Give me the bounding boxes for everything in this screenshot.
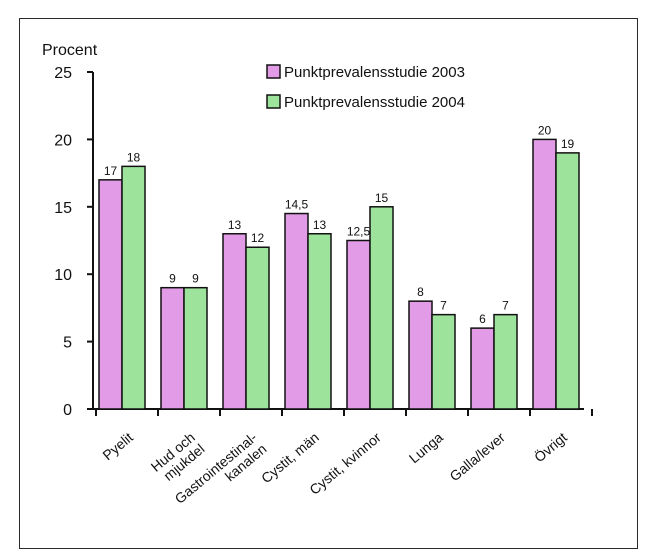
x-tick-label-line: Lunga: [406, 429, 446, 466]
y-tick-label: 15: [54, 200, 72, 217]
data-label: 20: [538, 123, 552, 137]
x-tick-label-line: Övrigt: [530, 428, 570, 465]
x-tick-label: Lunga: [406, 429, 446, 466]
bar: [160, 286, 185, 410]
x-tick-label: Pyelit: [99, 429, 136, 463]
x-tick-label-line: Cystit, män: [258, 429, 322, 486]
legend-swatch: [266, 94, 281, 109]
data-label: 17: [104, 164, 118, 178]
x-tick-label: Galla/lever: [446, 429, 508, 484]
x-tick-label-line: Galla/lever: [446, 429, 508, 484]
data-label: 13: [228, 218, 242, 232]
x-tick-label-line: Pyelit: [99, 429, 136, 463]
data-label: 8: [417, 285, 424, 299]
data-label: 9: [192, 272, 199, 286]
bar: [183, 286, 208, 410]
y-tick-label: 5: [63, 335, 72, 352]
bar: [532, 138, 557, 410]
bar: [307, 233, 332, 410]
legend: Punktprevalensstudie 2003 Punktprevalenss…: [266, 64, 465, 111]
y-axis-label: Procent: [42, 42, 98, 59]
data-label: 12: [251, 231, 265, 245]
bar: [121, 165, 146, 410]
legend-swatch: [266, 64, 281, 79]
legend-label: Punktprevalensstudie 2003: [284, 64, 465, 81]
bar: [369, 206, 394, 410]
bar: [98, 179, 123, 410]
y-tick-label: 20: [54, 132, 72, 149]
bar: [470, 327, 495, 410]
data-label: 19: [561, 137, 575, 151]
y-tick-label: 10: [54, 267, 72, 284]
legend-label: Punktprevalensstudie 2004: [284, 94, 465, 111]
x-tick-label: Övrigt: [530, 428, 570, 465]
bar: [408, 300, 433, 410]
x-tick-label: Cystit, män: [258, 429, 322, 486]
bar: [245, 246, 270, 410]
y-tick-label: 25: [54, 65, 72, 82]
bar: [493, 313, 518, 410]
data-label: 9: [169, 272, 176, 286]
bar: [222, 233, 247, 410]
data-label: 13: [313, 218, 327, 232]
y-tick-label: 0: [63, 402, 72, 419]
data-label: 12,5: [347, 225, 371, 239]
bar: [284, 212, 309, 410]
bar: [346, 239, 371, 410]
bar: [555, 152, 580, 410]
data-label: 6: [479, 312, 486, 326]
data-label: 18: [127, 150, 141, 164]
data-label: 14,5: [285, 198, 309, 212]
data-label: 7: [440, 299, 447, 313]
data-label: 7: [502, 299, 509, 313]
data-label: 15: [375, 191, 389, 205]
bar: [431, 313, 456, 410]
